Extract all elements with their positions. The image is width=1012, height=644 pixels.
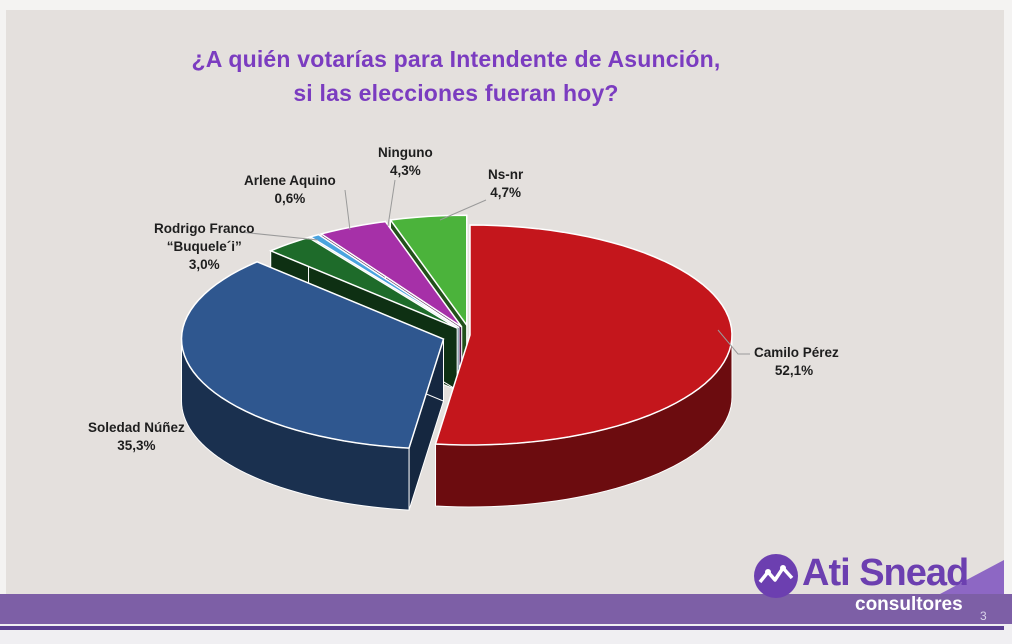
label-arlene-aquino-value: 0,6% (274, 191, 306, 206)
leader-line-ninguno (387, 179, 396, 227)
label-camilo-perez: Camilo Pérez 52,1% (754, 344, 839, 380)
logo-icon (754, 554, 798, 598)
label-ns-nr-value: 4,7% (490, 185, 522, 200)
top-border (0, 0, 1012, 10)
right-border (1004, 0, 1012, 644)
label-soledad-nunez: Soledad Núñez 35,3% (88, 419, 185, 455)
logo-name: Ati Snead (802, 552, 969, 594)
pie-slice-top-soledad-nunez (180, 260, 445, 449)
label-ns-nr: Ns-nr 4,7% (488, 166, 523, 202)
pie-slice-top-ns-nr (389, 214, 468, 328)
chart-title-line-1: ¿A quién votarías para Intendente de Asu… (191, 46, 721, 72)
label-ninguno: Ninguno 4,3% (378, 144, 433, 180)
page-number: 3 (980, 609, 987, 623)
label-rodrigo-franco-alias: “Buquele´i” (166, 239, 242, 254)
label-rodrigo-franco: Rodrigo Franco “Buquele´i” 3,0% (154, 220, 255, 274)
pie-slice-top-ninguno (319, 220, 463, 328)
logo-subtitle: consultores (855, 594, 963, 615)
label-soledad-nunez-name: Soledad Núñez (88, 420, 185, 435)
pie-slice-soledad-nunez (180, 260, 445, 511)
leader-line-camilo-perez (717, 329, 750, 355)
chart-title-line-2: si las elecciones fueran hoy? (293, 80, 619, 106)
label-soledad-nunez-value: 35,3% (117, 438, 156, 453)
leader-line-arlene-aquino (344, 189, 351, 231)
label-camilo-perez-name: Camilo Pérez (754, 345, 839, 360)
left-border (0, 0, 6, 644)
footer-accent (0, 560, 1004, 630)
pie-slice-top-camilo-perez (434, 224, 733, 446)
label-arlene-aquino-name: Arlene Aquino (244, 173, 336, 188)
label-camilo-perez-value: 52,1% (774, 363, 814, 378)
leader-line-ns-nr (439, 199, 487, 221)
pie-slice-top-rodrigo-franco (268, 236, 458, 329)
label-ninguno-value: 4,3% (389, 163, 421, 178)
pie-slice-top-arlene-aquino (308, 233, 460, 329)
label-ns-nr-name: Ns-nr (488, 167, 524, 182)
pie-slice-camilo-perez (434, 224, 733, 508)
footer-band (0, 594, 1012, 624)
label-ninguno-name: Ninguno (378, 145, 433, 160)
leader-line-rodrigo-franco (239, 231, 319, 241)
label-arlene-aquino: Arlene Aquino 0,6% (244, 172, 336, 208)
label-rodrigo-franco-value: 3,0% (188, 257, 220, 272)
label-rodrigo-franco-name: Rodrigo Franco (154, 221, 255, 236)
